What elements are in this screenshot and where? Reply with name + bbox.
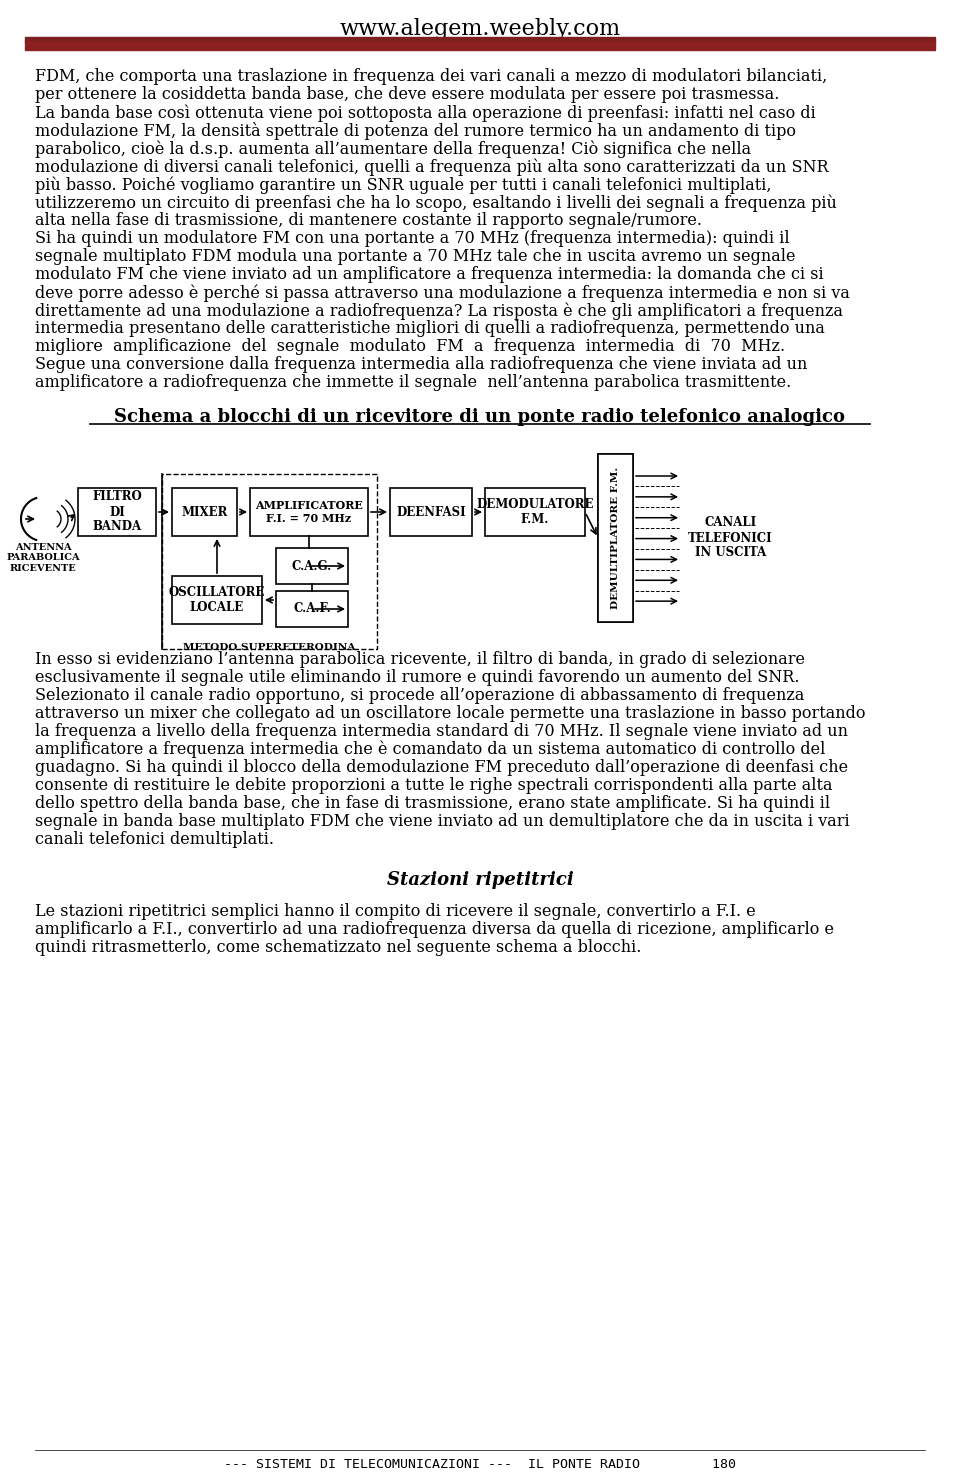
Text: attraverso un mixer che collegato ad un oscillatore locale permette una traslazi: attraverso un mixer che collegato ad un … [35, 704, 866, 722]
Bar [25, 41, 935, 50]
Text: FDM, che comporta una traslazione in frequenza dei vari canali a mezzo di modula: FDM, che comporta una traslazione in fre… [35, 68, 828, 84]
Bar [172, 488, 237, 536]
Text: parabolico, cioè la d.s.p. aumenta all’aumentare della frequenza! Ciò significa : parabolico, cioè la d.s.p. aumenta all’a… [35, 141, 751, 157]
Text: per ottenere la cosiddetta banda base, che deve essere modulata per essere poi t: per ottenere la cosiddetta banda base, c… [35, 86, 780, 104]
Bar [162, 474, 377, 650]
Text: modulazione di diversi canali telefonici, quelli a frequenza più alta sono carat: modulazione di diversi canali telefonici… [35, 158, 828, 176]
Text: In esso si evidenziano l’antenna parabolica ricevente, il filtro di banda, in gr: In esso si evidenziano l’antenna parabol… [35, 651, 805, 667]
Text: più basso. Poiché vogliamo garantire un SNR uguale per tutti i canali telefonici: più basso. Poiché vogliamo garantire un … [35, 176, 772, 194]
Bar [276, 591, 348, 628]
Text: migliore  amplificazione  del  segnale  modulato  FM  a  frequenza  intermedia  : migliore amplificazione del segnale modu… [35, 337, 785, 355]
Text: OSCILLATORE
LOCALE: OSCILLATORE LOCALE [169, 586, 265, 614]
Text: amplificatore a frequenza intermedia che è comandato da un sistema automatico di: amplificatore a frequenza intermedia che… [35, 741, 826, 758]
Text: CANALI
TELEFONICI
IN USCITA: CANALI TELEFONICI IN USCITA [688, 517, 773, 559]
Bar [390, 488, 472, 536]
Text: esclusivamente il segnale utile eliminando il rumore e quindi favorendo un aumen: esclusivamente il segnale utile eliminan… [35, 669, 800, 687]
Text: www.alegem.weebly.com: www.alegem.weebly.com [340, 18, 620, 40]
Text: C.A.F.: C.A.F. [293, 602, 331, 616]
Text: DEMULTIPLATORE F.M.: DEMULTIPLATORE F.M. [611, 466, 620, 610]
Text: Stazioni ripetitrici: Stazioni ripetitrici [387, 872, 573, 889]
Text: segnale multiplato FDM modula una portante a 70 MHz tale che in uscita avremo un: segnale multiplato FDM modula una portan… [35, 249, 796, 265]
Text: la frequenza a livello della frequenza intermedia standard di 70 MHz. Il segnale: la frequenza a livello della frequenza i… [35, 724, 848, 740]
Text: Si ha quindi un modulatore FM con una portante a 70 MHz (frequenza intermedia): : Si ha quindi un modulatore FM con una po… [35, 229, 790, 247]
Bar [485, 488, 585, 536]
Text: Schema a blocchi di un ricevitore di un ponte radio telefonico analogico: Schema a blocchi di un ricevitore di un … [114, 408, 846, 426]
Text: AMPLIFICATORE
F.I. = 70 MHz: AMPLIFICATORE F.I. = 70 MHz [255, 500, 363, 524]
Bar [25, 37, 935, 41]
Bar [276, 548, 348, 585]
Bar [172, 576, 262, 625]
Text: utilizzeremo un circuito di preenfasi che ha lo scopo, esaltando i livelli dei s: utilizzeremo un circuito di preenfasi ch… [35, 194, 837, 212]
Bar [598, 454, 633, 622]
Text: consente di restituire le debite proporzioni a tutte le righe spectrali corrispo: consente di restituire le debite proporz… [35, 777, 832, 793]
Text: guadagno. Si ha quindi il blocco della demodulazione FM preceduto dall’operazion: guadagno. Si ha quindi il blocco della d… [35, 759, 848, 776]
Text: METODO SUPERETERODINA: METODO SUPERETERODINA [183, 642, 356, 653]
Text: quindi ritrasmetterlo, come schematizzato nel seguente schema a blocchi.: quindi ritrasmetterlo, come schematizzat… [35, 938, 641, 956]
Text: Segue una conversione dalla frequenza intermedia alla radiofrequenza che viene i: Segue una conversione dalla frequenza in… [35, 357, 807, 373]
Text: modulato FM che viene inviato ad un amplificatore a frequenza intermedia: la dom: modulato FM che viene inviato ad un ampl… [35, 266, 824, 283]
Text: dello spettro della banda base, che in fase di trasmissione, erano state amplifi: dello spettro della banda base, che in f… [35, 795, 830, 813]
Text: C.A.G.: C.A.G. [292, 559, 332, 573]
Text: deve porre adesso è perché si passa attraverso una modulazione a frequenza inter: deve porre adesso è perché si passa attr… [35, 284, 850, 302]
Text: intermedia presentano delle caratteristiche migliori di quelli a radiofrequenza,: intermedia presentano delle caratteristi… [35, 320, 825, 337]
Text: DEENFASI: DEENFASI [396, 506, 466, 518]
Bar [250, 488, 368, 536]
Text: segnale in banda base multiplato FDM che viene inviato ad un demultiplatore che : segnale in banda base multiplato FDM che… [35, 813, 850, 830]
Text: ANTENNA
PARABOLICA
RICEVENTE: ANTENNA PARABOLICA RICEVENTE [6, 543, 80, 573]
Text: direttamente ad una modulazione a radiofrequenza? La risposta è che gli amplific: direttamente ad una modulazione a radiof… [35, 302, 843, 320]
Text: amplificarlo a F.I., convertirlo ad una radiofrequenza diversa da quella di rice: amplificarlo a F.I., convertirlo ad una … [35, 921, 834, 938]
Text: Le stazioni ripetitrici semplici hanno il compito di ricevere il segnale, conver: Le stazioni ripetitrici semplici hanno i… [35, 903, 756, 921]
Text: Selezionato il canale radio opportuno, si procede all’operazione di abbassamento: Selezionato il canale radio opportuno, s… [35, 687, 804, 704]
Bar [78, 488, 156, 536]
Text: DEMODULATORE
F.M.: DEMODULATORE F.M. [476, 497, 593, 525]
Bar [598, 454, 633, 622]
Text: alta nella fase di trasmissione, di mantenere costante il rapporto segnale/rumor: alta nella fase di trasmissione, di mant… [35, 212, 702, 229]
Text: canali telefonici demultiplati.: canali telefonici demultiplati. [35, 830, 274, 848]
Text: modulazione FM, la densità spettrale di potenza del rumore termico ha un andamen: modulazione FM, la densità spettrale di … [35, 121, 796, 141]
Text: MIXER: MIXER [181, 506, 228, 518]
Text: FILTRO
DI
BANDA: FILTRO DI BANDA [92, 490, 142, 533]
Text: --- SISTEMI DI TELECOMUNICAZIONI ---  IL PONTE RADIO         180: --- SISTEMI DI TELECOMUNICAZIONI --- IL … [224, 1458, 736, 1471]
Text: La banda base così ottenuta viene poi sottoposta alla operazione di preenfasi: i: La banda base così ottenuta viene poi so… [35, 104, 816, 121]
Text: amplificatore a radiofrequenza che immette il segnale  nell’antenna parabolica t: amplificatore a radiofrequenza che immet… [35, 374, 791, 391]
